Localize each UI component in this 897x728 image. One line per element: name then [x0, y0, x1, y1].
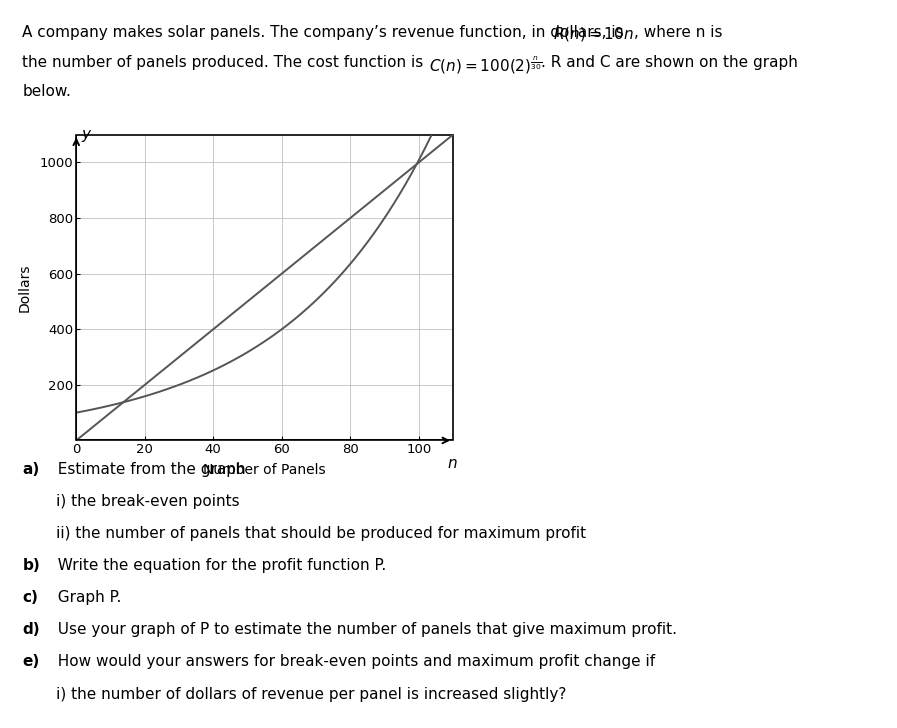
Text: A company makes solar panels. The company’s revenue function, in dollars, is: A company makes solar panels. The compan… — [22, 25, 629, 41]
Text: $R(n)=10n$: $R(n)=10n$ — [553, 25, 634, 44]
Text: Estimate from the graph: Estimate from the graph — [48, 462, 245, 478]
Text: Use your graph of P to estimate the number of panels that give maximum profit.: Use your graph of P to estimate the numb… — [48, 622, 676, 638]
Text: Write the equation for the profit function P.: Write the equation for the profit functi… — [48, 558, 386, 574]
Y-axis label: Dollars: Dollars — [18, 264, 31, 312]
Bar — [76, 135, 453, 440]
Text: the number of panels produced. The cost function is: the number of panels produced. The cost … — [22, 55, 429, 70]
Text: i) the number of dollars of revenue per panel is increased slightly?: i) the number of dollars of revenue per … — [22, 687, 567, 702]
Text: i) the break-even points: i) the break-even points — [22, 494, 240, 510]
X-axis label: Number of Panels: Number of Panels — [204, 463, 326, 477]
Text: y: y — [82, 127, 91, 142]
Text: Graph P.: Graph P. — [48, 590, 121, 606]
Text: , where n is: , where n is — [634, 25, 723, 41]
Text: e): e) — [22, 654, 39, 670]
Text: d): d) — [22, 622, 40, 638]
Text: ii) the number of panels that should be produced for maximum profit: ii) the number of panels that should be … — [22, 526, 587, 542]
Text: . R and C are shown on the graph: . R and C are shown on the graph — [541, 55, 797, 70]
Text: a): a) — [22, 462, 39, 478]
Text: How would your answers for break-even points and maximum profit change if: How would your answers for break-even po… — [48, 654, 655, 670]
Text: b): b) — [22, 558, 40, 574]
Text: $C(n)=100(2)^{\frac{n}{30}}$: $C(n)=100(2)^{\frac{n}{30}}$ — [429, 55, 542, 76]
Text: below.: below. — [22, 84, 71, 99]
Text: n: n — [448, 456, 457, 471]
Text: c): c) — [22, 590, 39, 606]
